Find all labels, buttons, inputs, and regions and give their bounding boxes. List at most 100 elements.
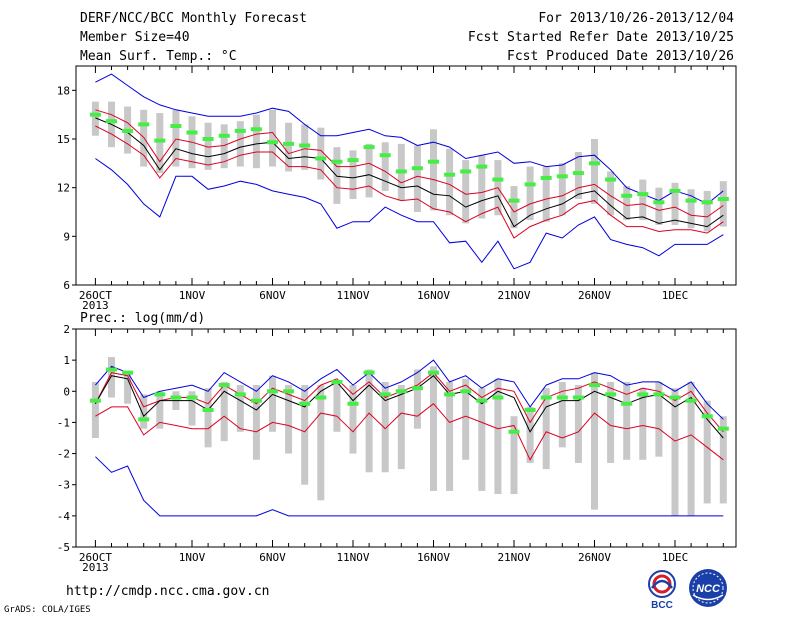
x-tick-label-0-11NOV: 11NOV	[336, 289, 369, 302]
spread-box-0-29	[542, 166, 550, 222]
x-tick-label-0-1DEC: 1DEC	[662, 289, 689, 302]
spread-box-1-7	[188, 391, 196, 426]
lower-line-1	[95, 403, 724, 461]
marker-1-30	[556, 395, 568, 400]
spread-box-1-24	[462, 378, 470, 460]
marker-1-13	[283, 389, 295, 394]
spread-box-0-30	[558, 163, 566, 216]
y-tick-label-1-2: 2	[63, 323, 70, 336]
spread-box-0-25	[478, 155, 486, 219]
marker-0-10	[234, 128, 246, 133]
spread-box-1-33	[607, 381, 615, 463]
x-tick-label-0-16NOV: 16NOV	[417, 289, 450, 302]
marker-0-12	[267, 140, 278, 145]
marker-0-38	[685, 198, 697, 203]
spread-box-1-22	[430, 366, 437, 491]
upper-line-0	[95, 109, 724, 218]
x-tick-label-0-26NOV: 26NOV	[578, 289, 611, 302]
marker-1-12	[267, 389, 278, 394]
marker-0-4	[138, 122, 150, 127]
y-tick-label-0-15: 15	[57, 133, 70, 146]
spread-box-0-18	[365, 143, 373, 198]
spread-box-1-23	[446, 381, 454, 491]
marker-0-24	[460, 169, 472, 174]
spread-box-0-40	[719, 181, 727, 227]
marker-0-31	[572, 171, 584, 176]
spread-box-0-31	[574, 151, 582, 200]
marker-0-35	[637, 192, 649, 197]
marker-1-20	[395, 389, 407, 394]
marker-1-17	[347, 401, 359, 406]
spread-box-0-1	[91, 101, 99, 136]
marker-0-13	[283, 141, 295, 146]
marker-1-32	[589, 383, 600, 388]
spread-box-1-32	[591, 372, 598, 510]
spread-box-0-24	[462, 160, 470, 224]
marker-0-26	[492, 177, 504, 182]
spread-box-1-11	[252, 385, 260, 460]
marker-0-28	[524, 182, 536, 187]
marker-1-21	[411, 386, 423, 391]
website-url[interactable]: http://cmdp.ncc.cma.gov.cn	[66, 584, 270, 599]
spread-box-0-9	[220, 124, 228, 169]
marker-0-14	[299, 143, 311, 148]
marker-0-7	[186, 130, 198, 135]
spread-box-0-35	[639, 179, 647, 221]
x-tick-label-1-6NOV: 6NOV	[259, 551, 286, 564]
spread-box-0-17	[349, 150, 357, 200]
y-tick-label-1--4: -4	[57, 510, 71, 523]
spread-box-1-39	[703, 400, 711, 504]
marker-0-20	[395, 169, 407, 174]
lower-line-0	[95, 125, 724, 239]
spread-box-1-38	[687, 381, 695, 516]
marker-0-8	[202, 137, 214, 141]
marker-0-2	[106, 119, 117, 124]
max-line-1	[95, 359, 724, 420]
marker-1-16	[331, 379, 343, 384]
marker-0-5	[154, 138, 166, 143]
marker-0-32	[589, 161, 600, 166]
y-tick-label-1-0: 0	[63, 385, 70, 398]
spread-box-1-17	[349, 385, 357, 454]
spread-box-0-6	[172, 109, 180, 167]
marker-0-34	[621, 193, 633, 198]
spread-box-0-5	[156, 113, 164, 174]
spread-box-0-8	[204, 122, 212, 170]
y-tick-label-1--1: -1	[57, 416, 70, 429]
marker-0-6	[170, 124, 182, 129]
marker-0-1	[89, 112, 101, 117]
x-tick-year-0: 2013	[82, 299, 109, 312]
marker-0-27	[508, 198, 520, 203]
x-tick-label-0-1NOV: 1NOV	[179, 289, 206, 302]
spread-box-0-11	[252, 114, 260, 169]
spread-box-0-34	[623, 186, 631, 221]
marker-1-28	[524, 407, 536, 412]
spread-box-1-35	[639, 388, 647, 460]
spread-box-1-9	[220, 381, 228, 442]
max-line-0	[95, 73, 724, 205]
spread-box-1-37	[671, 388, 679, 516]
marker-0-16	[331, 159, 343, 164]
mean-line-1	[94, 375, 724, 439]
marker-1-31	[572, 395, 584, 400]
marker-1-19	[379, 392, 391, 397]
marker-0-22	[428, 159, 439, 164]
spread-box-0-36	[655, 187, 663, 225]
marker-0-11	[250, 127, 262, 132]
spread-box-0-21	[413, 145, 421, 212]
y-tick-label-0-6: 6	[63, 279, 70, 292]
marker-1-18	[363, 370, 375, 375]
forecast-period: For 2013/10/26-2013/12/04	[538, 11, 734, 26]
spread-box-0-15	[317, 127, 325, 180]
chart-title: DERF/NCC/BCC Monthly Forecast	[80, 11, 307, 26]
marker-0-19	[379, 153, 391, 158]
ncc-logo: NCC	[684, 568, 732, 616]
grads-credit: GrADS: COLA/IGES	[4, 605, 91, 615]
spread-box-1-8	[204, 388, 212, 448]
spread-box-0-37	[671, 182, 679, 225]
upper-line-1	[94, 371, 724, 433]
marker-1-34	[621, 401, 633, 406]
marker-1-29	[540, 395, 552, 400]
spread-box-1-40	[719, 416, 727, 504]
